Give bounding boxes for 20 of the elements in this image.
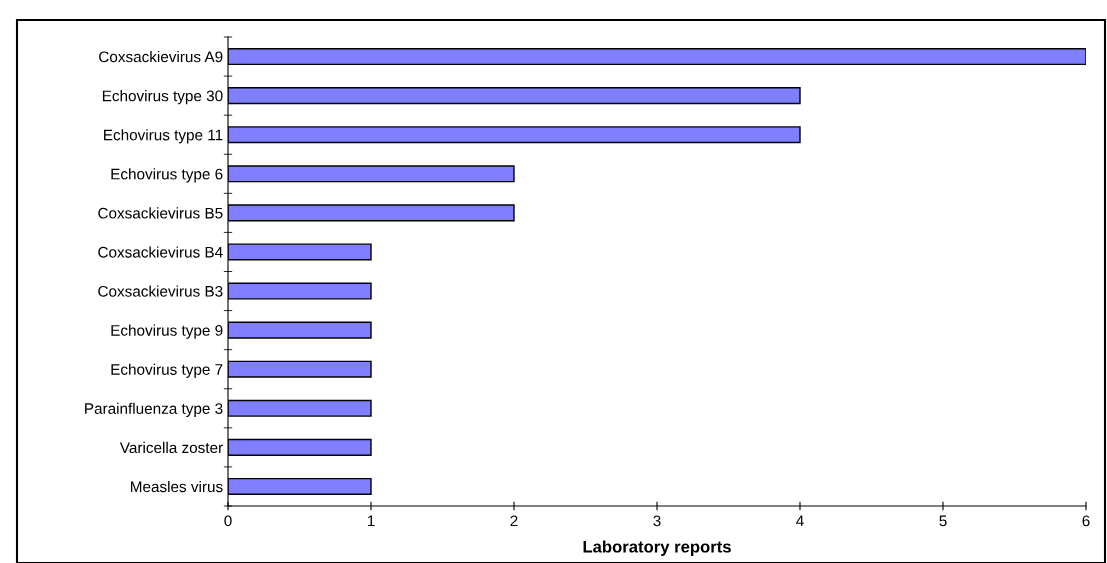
x-tick-label: 6 [1082,515,1090,527]
y-tick-label: Parainfluenza type 3 [85,402,223,417]
y-tick-label: Echovirus type 11 [104,129,223,144]
x-tick-label: 5 [939,515,947,527]
x-tick-label: 1 [367,515,375,527]
y-tick-label: Echovirus type 7 [111,363,223,378]
x-tick-label: 4 [796,515,804,527]
y-tick-label: Coxsackievirus A9 [99,51,223,63]
x-tick-label: 2 [510,515,518,527]
y-tick-label: Measles virus [131,480,223,493]
y-tick-label: Varicella zoster [119,441,223,454]
y-tick-label: Coxsackievirus B4 [98,246,223,258]
x-tick-label: 3 [653,515,661,527]
x-tick-label: 0 [224,515,232,527]
y-tick-label: Coxsackievirus B5 [98,207,223,219]
x-axis-title: Laboratory reports [583,540,731,556]
y-tick-label: Coxsackievirus B3 [98,285,223,297]
y-tick-label: Echovirus type 9 [111,324,223,339]
y-tick-label: Echovirus type 30 [102,90,223,105]
y-tick-label: Echovirus type 6 [111,168,223,183]
